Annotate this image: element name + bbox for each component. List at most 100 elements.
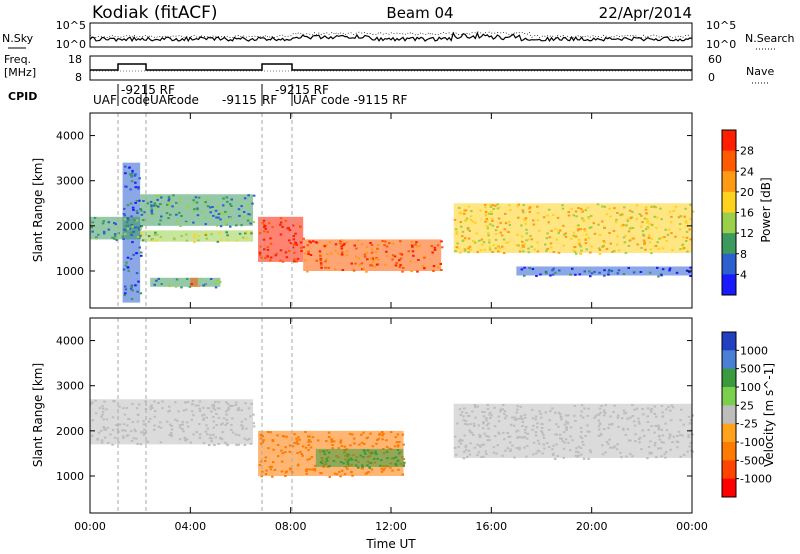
x-tick-label-3: 12:00 (375, 520, 407, 533)
power-colorbar-swatch-5 (722, 212, 736, 234)
velocity-colorbar-tick-7: -1000 (740, 473, 772, 486)
power-colorbar-swatch-1 (722, 130, 736, 152)
echo-band-4 (453, 403, 694, 460)
nave-tick-top: 60 (708, 53, 722, 66)
cpid-row: CPID UAF code -9215 RF UAF code -9115 RF… (8, 83, 407, 107)
freq-tick-bottom: 8 (75, 71, 82, 84)
nsky-tick-top: 10^5 (56, 19, 86, 32)
power-y-axis: 1000 2000 3000 4000 (56, 130, 692, 278)
power-colorbar-tick-24: 24 (740, 165, 754, 178)
velocity-colorbar: 1000 500 100 25 -25 -100 -500 -1000 (721, 331, 772, 498)
y-tick-label-3000: 3000 (56, 175, 84, 188)
velocity-colorbar-tick-4: -25 (740, 418, 758, 431)
velocity-colorbar-swatch-7 (722, 442, 736, 461)
velocity-colorbar-swatch-5 (722, 405, 736, 425)
power-colorbar-tick-28: 28 (740, 145, 754, 158)
freq-panel: Freq. [MHz] 18 8 Nave 60 0 (4, 53, 774, 84)
freq-trace (90, 63, 692, 72)
power-colorbar-tick-12: 12 (740, 227, 754, 240)
cpid-annotation-1: UAF (93, 93, 117, 107)
echo-band-6 (190, 277, 200, 287)
cpid-annotation-5: code (170, 93, 199, 107)
velocity-y-axis: 1000 2000 3000 4000 (56, 335, 692, 483)
power-panel: 1000 2000 3000 4000 Slant Range [km] (31, 112, 695, 309)
x-tick-label-1: 04:00 (174, 520, 206, 533)
velocity-colorbar-tick-3: 25 (740, 399, 754, 412)
cpid-annotation-7: RF (262, 93, 277, 107)
velocity-colorbar-tick-2: 100 (740, 381, 761, 394)
power-colorbar-tick-16: 16 (740, 207, 754, 220)
power-colorbar-swatch-8 (722, 274, 736, 296)
nsky-label: N.Sky (2, 32, 34, 45)
echo-band-7 (258, 216, 306, 263)
figure-title: Kodiak (fitACF) (92, 3, 218, 23)
y-tick-label-3000: 3000 (56, 380, 84, 393)
nave-tick-bottom: 0 (708, 71, 715, 84)
velocity-colorbar-tick-1: 500 (740, 363, 761, 376)
nsky-trace (89, 31, 693, 43)
velocity-colorbar-swatch-1 (722, 332, 736, 351)
power-colorbar-swatch-7 (722, 253, 736, 275)
cpid-annotation-8: -9215 RF (275, 83, 329, 97)
x-tick-label-6: 00:00 (676, 520, 708, 533)
velocity-colorbar-tick-6: -500 (740, 454, 765, 467)
nsearch-line (89, 31, 693, 39)
x-tick-label-0: 00:00 (74, 520, 106, 533)
x-tick-label-5: 20:00 (576, 520, 608, 533)
x-tick-label-4: 16:00 (475, 520, 507, 533)
power-colorbar-swatch-2 (722, 150, 736, 172)
velocity-colorbar-swatch-4 (722, 387, 736, 406)
echo-band-8 (303, 239, 444, 273)
cpid-annotation-6: -9115 (222, 93, 257, 107)
echo-band-9 (453, 203, 695, 255)
power-colorbar-tick-20: 20 (740, 186, 754, 199)
echo-band-5 (150, 277, 222, 289)
nsky-panel: N.Sky 10^5 10^0 N.Search 10^5 10^0 (2, 19, 795, 51)
x-axis-label: Time UT (365, 537, 416, 551)
y-tick-label-1000: 1000 (56, 470, 84, 483)
y-tick-label-4000: 4000 (56, 130, 84, 143)
cpid-annotation-2: code (121, 93, 150, 107)
echo-band-4 (90, 216, 143, 242)
power-colorbar-label: Power [dB] (759, 177, 773, 242)
y-tick-label-1000: 1000 (56, 265, 84, 278)
y-tick-label-2000: 2000 (56, 425, 84, 438)
velocity-colorbar-swatch-9 (722, 478, 736, 498)
freq-label: Freq. (4, 53, 31, 66)
nsearch-tick-bottom: 10^0 (706, 38, 736, 51)
nave-label: Nave (746, 65, 774, 78)
velocity-colorbar-label: Velocity [m s^-1] (762, 363, 776, 467)
power-y-axis-label: Slant Range [km] (31, 158, 45, 262)
nsky-tick-bottom: 10^0 (56, 38, 86, 51)
beam-label: Beam 04 (386, 4, 453, 22)
velocity-colorbar-swatch-8 (722, 460, 736, 480)
velocity-colorbar-tick-5: -100 (740, 436, 765, 449)
nsearch-label: N.Search (745, 32, 795, 45)
x-tick-label-2: 08:00 (275, 520, 307, 533)
power-colorbar-swatch-6 (722, 233, 736, 255)
freq-tick-top: 18 (68, 53, 82, 66)
power-colorbar-swatch-4 (722, 191, 736, 213)
velocity-colorbar-swatch-2 (722, 350, 736, 370)
date-label: 22/Apr/2014 (599, 4, 692, 22)
freq-unit-label: [MHz] (4, 66, 36, 79)
time-x-axis: 00:00 04:00 08:00 12:00 16:00 20:00 00:00 (74, 113, 708, 533)
power-colorbar: 4 8 12 16 20 24 28 (721, 129, 754, 296)
velocity-colorbar-swatch-6 (722, 423, 736, 443)
power-colorbar-tick-4: 4 (740, 268, 747, 281)
power-colorbar-tick-8: 8 (740, 248, 747, 261)
power-echo-layer (90, 113, 695, 308)
y-tick-label-2000: 2000 (56, 220, 84, 233)
cpid-annotation-9: UAF code -9115 RF (293, 93, 407, 107)
y-tick-label-4000: 4000 (56, 335, 84, 348)
nsearch-tick-top: 10^5 (706, 19, 736, 32)
power-colorbar-swatch-3 (722, 171, 736, 193)
echo-band-3 (140, 230, 254, 243)
cpid-annotation-4: UAF (150, 93, 174, 107)
velocity-colorbar-swatch-3 (722, 368, 736, 388)
velocity-echo-layer (90, 318, 694, 513)
echo-band-1 (90, 399, 256, 447)
velocity-colorbar-tick-0: 1000 (740, 344, 768, 357)
